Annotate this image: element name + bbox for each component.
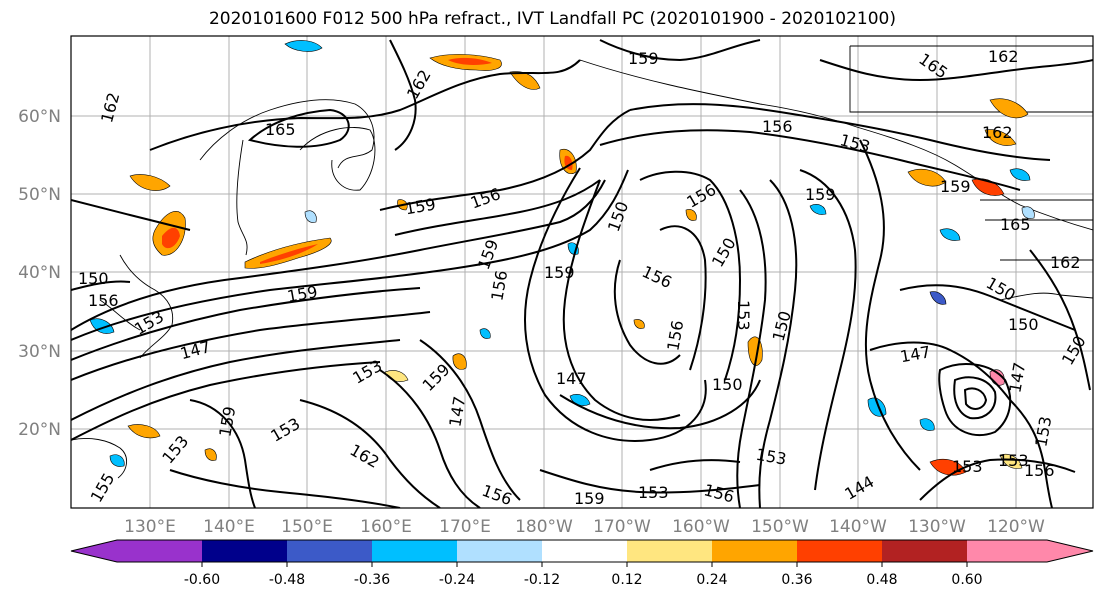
contour-label: 159 (940, 177, 971, 196)
lon-label: 150°W (751, 517, 809, 537)
colorbar-segment (457, 540, 542, 562)
lat-label: 40°N (18, 263, 61, 283)
negative-shading (89, 40, 1035, 467)
lon-label: 160°W (672, 517, 730, 537)
refractivity-contours (71, 39, 1093, 508)
latitude-labels: 60°N 50°N 40°N 30°N 20°N (18, 107, 61, 440)
colorbar-segment (967, 540, 1047, 562)
colorbar-segment (117, 540, 202, 562)
colorbar-segment (712, 540, 797, 562)
map-panel: 162 159 165 162 165 162 156 153 162 159 … (70, 35, 1094, 509)
colorbar-tick-label: 0.36 (781, 572, 812, 588)
contour-label: 162 (982, 123, 1013, 142)
lat-label: 50°N (18, 185, 61, 205)
colorbar-segment (202, 540, 287, 562)
lon-label: 170°E (439, 517, 491, 537)
contour-label: 165 (265, 120, 296, 139)
contour-label: 159 (628, 49, 659, 68)
lon-label: 130°E (124, 517, 176, 537)
contour-label: 165 (1000, 215, 1031, 234)
lon-label: 140°W (829, 517, 887, 537)
contour-label: 150 (1008, 315, 1039, 334)
colorbar: -0.60 -0.48 -0.36 -0.24 -0.12 0.12 0.24 … (70, 539, 1094, 588)
contour-label: 156 (88, 291, 119, 310)
contour-label: 162 (1050, 253, 1081, 272)
colorbar-tick-label: 0.60 (951, 572, 982, 588)
colorbar-tick-label: 0.24 (696, 572, 727, 588)
colorbar-segment (627, 540, 712, 562)
lon-label: 150°E (281, 517, 333, 537)
lon-label: 180°W (515, 517, 573, 537)
lon-label: 120°W (987, 517, 1045, 537)
colorbar-tick-label: -0.12 (524, 572, 560, 588)
contour-label: 159 (805, 185, 836, 204)
contour-label: 159 (544, 263, 575, 282)
colorbar-tick-label: 0.12 (611, 572, 642, 588)
contour-label: 150 (712, 375, 743, 394)
colorbar-segment (287, 540, 372, 562)
contour-label: 159 (574, 489, 605, 508)
contour-label: 156 (762, 117, 793, 136)
colorbar-segment (882, 540, 967, 562)
colorbar-segment (372, 540, 457, 562)
positive-shading (127, 54, 1029, 476)
colorbar-tick-label: -0.24 (439, 572, 475, 588)
contour-label: 156 (1024, 461, 1055, 480)
contour-label: 153 (638, 483, 669, 502)
lat-label: 30°N (18, 342, 61, 362)
contour-label: 147 (556, 369, 587, 388)
map-frame (70, 35, 1094, 509)
lon-label: 160°E (360, 517, 412, 537)
colorbar-tick-label: 0.48 (866, 572, 897, 588)
lon-label: 130°W (908, 517, 966, 537)
colorbar-tick-label: -0.60 (184, 572, 220, 588)
colorbar-tick-label: -0.48 (269, 572, 305, 588)
lat-label: 20°N (18, 420, 61, 440)
colorbar-tick-label: -0.36 (354, 572, 390, 588)
colorbar-outline (70, 539, 1094, 563)
contour-label: 153 (734, 300, 753, 331)
lat-label: 60°N (18, 107, 61, 127)
contour-label: 153 (998, 451, 1029, 470)
colorbar-segment (542, 540, 627, 562)
colorbar-segment (1047, 540, 1093, 562)
longitude-labels: 130°E 140°E 150°E 160°E 170°E 180°W 170°… (124, 517, 1045, 537)
lon-label: 170°W (593, 517, 651, 537)
lon-label: 140°E (203, 517, 255, 537)
map-title: 2020101600 F012 500 hPa refract., IVT La… (208, 9, 896, 29)
contour-label: 153 (952, 457, 983, 476)
contour-label: 150 (78, 269, 109, 288)
colorbar-segment (71, 540, 117, 562)
colorbar-segment (797, 540, 882, 562)
contour-label: 162 (988, 47, 1019, 66)
